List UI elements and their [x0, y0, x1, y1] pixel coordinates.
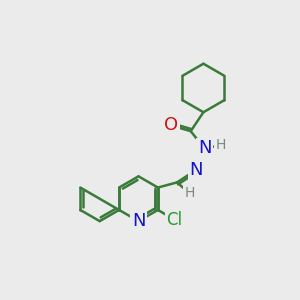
Text: O: O	[164, 116, 178, 134]
Text: N: N	[198, 140, 211, 158]
Text: Cl: Cl	[167, 211, 183, 229]
Text: N: N	[132, 212, 145, 230]
Text: N: N	[190, 161, 203, 179]
Text: N: N	[132, 212, 145, 230]
Text: H: H	[184, 186, 195, 200]
Text: N: N	[190, 161, 203, 179]
Text: H: H	[216, 138, 226, 152]
Text: H: H	[184, 186, 195, 200]
Text: N: N	[198, 140, 211, 158]
Text: H: H	[216, 138, 226, 152]
Text: O: O	[164, 116, 178, 134]
Text: Cl: Cl	[167, 211, 183, 229]
